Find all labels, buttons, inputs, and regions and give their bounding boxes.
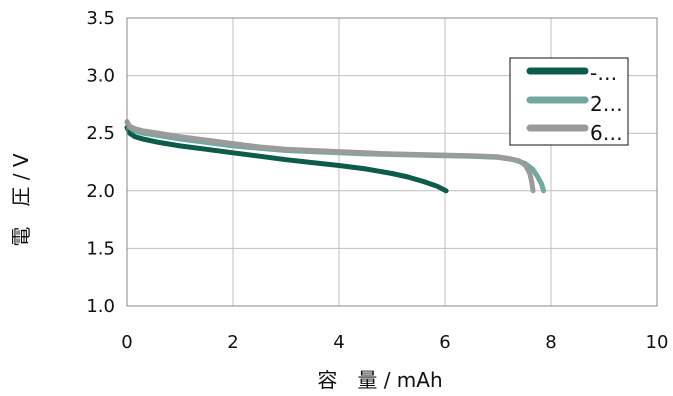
x-tick-label: 8 [545,332,556,353]
y-tick-label: 2.5 [86,123,115,144]
plot-frame [126,17,658,307]
legend-label-series-2: 2… [590,92,623,116]
x-tick-label: 0 [121,332,132,353]
y-tick-label: 1.5 [86,238,115,259]
y-tick-label: 3.5 [86,8,115,29]
x-tick-label: 2 [227,332,238,353]
x-tick-label: 6 [439,332,450,353]
y-axis-title: 電 圧 / V [9,153,33,246]
series-line-1 [124,124,449,194]
legend-label-series-1: -… [590,61,617,85]
x-axis-title: 容 量 / mAh [317,368,442,392]
x-tick-label: 10 [646,332,669,353]
y-tick-label: 3.0 [86,66,115,87]
legend-label-series-3: 6… [590,121,623,145]
y-tick-label: 2.0 [86,181,115,202]
y-tick-label: 1.0 [86,296,115,317]
tick-labels: 0 2 4 6 8 10 1.0 1.5 2.0 2.5 3.0 3.5 [86,8,668,353]
x-tick-label: 4 [333,332,344,353]
series-line-3 [124,119,536,194]
legend: -… 2… 6… [509,57,629,146]
series-layer [124,119,547,194]
